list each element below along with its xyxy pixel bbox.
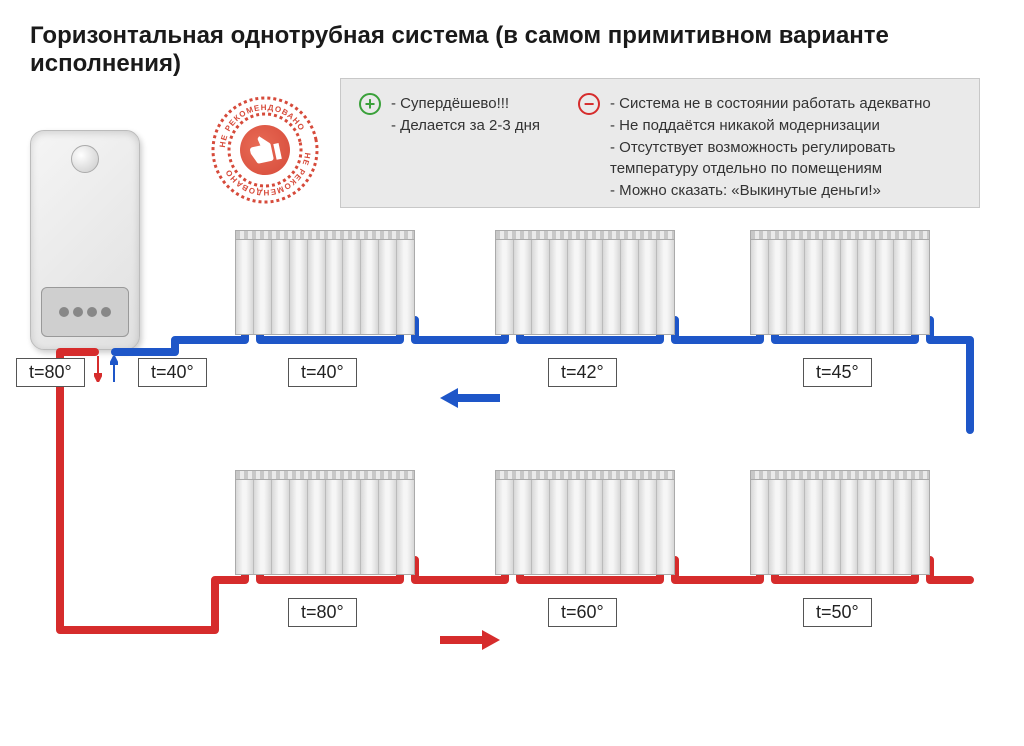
radiator-temp-label: t=42° (548, 358, 617, 387)
boiler-inlet-temp: t=40° (138, 358, 207, 387)
radiator (495, 230, 675, 335)
radiator (235, 470, 415, 575)
not-recommended-stamp: НЕ РЕКОМЕНДОВАНО НЕ РЕКОМЕНДОВАНО (200, 85, 330, 215)
radiator-temp-label: t=40° (288, 358, 357, 387)
boiler (30, 130, 140, 350)
supply-flow-arrow-icon (440, 630, 500, 650)
pros-text: - Супердёшево!!! - Делается за 2-3 дня (391, 93, 540, 193)
page-title: Горизонтальная однотрубная система (в са… (30, 22, 1024, 78)
inlet-arrow-icon (110, 356, 118, 382)
cons-text: - Система не в состоянии работать адеква… (610, 93, 931, 193)
return-flow-arrow-icon (440, 388, 500, 408)
pros-column: + - Супердёшево!!! - Делается за 2-3 дня (359, 93, 540, 193)
radiator (235, 230, 415, 335)
plus-icon: + (359, 93, 381, 115)
radiator (750, 230, 930, 335)
outlet-arrow-icon (94, 356, 102, 382)
boiler-outlet-temp: t=80° (16, 358, 85, 387)
boiler-control-panel (41, 287, 129, 337)
radiator-temp-label: t=80° (288, 598, 357, 627)
minus-icon: − (578, 93, 600, 115)
radiator-temp-label: t=50° (803, 598, 872, 627)
radiator-temp-label: t=60° (548, 598, 617, 627)
radiator (750, 470, 930, 575)
radiator-temp-label: t=45° (803, 358, 872, 387)
radiator (495, 470, 675, 575)
cons-column: − - Система не в состоянии работать адек… (578, 93, 931, 193)
pros-cons-box: + - Супердёшево!!! - Делается за 2-3 дня… (340, 78, 980, 208)
